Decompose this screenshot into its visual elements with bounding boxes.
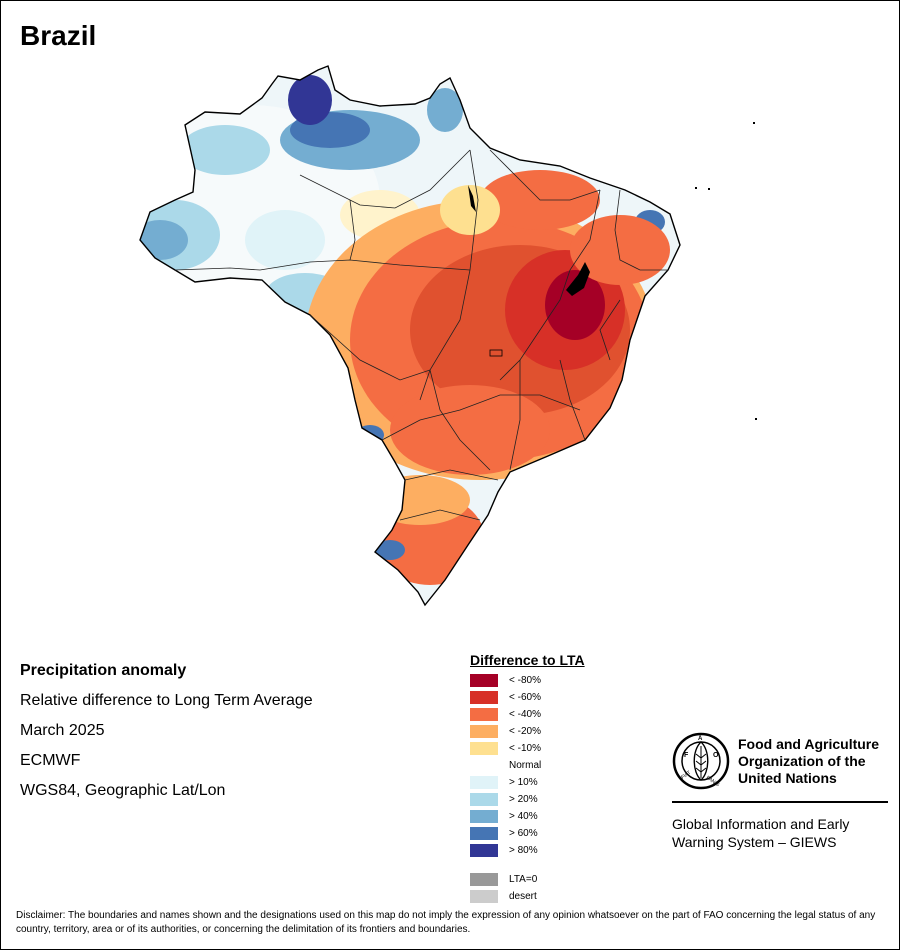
legend-item: > 40%	[470, 808, 585, 825]
legend-label: Normal	[509, 760, 542, 771]
legend-swatch	[470, 827, 498, 840]
legend-swatch	[470, 725, 498, 738]
legend-swatch	[470, 890, 498, 903]
legend-label: < -20%	[509, 726, 541, 737]
legend-swatch	[470, 873, 498, 886]
legend-label: > 20%	[509, 794, 538, 805]
giews-name: Global Information and Early Warning Sys…	[672, 815, 888, 851]
legend-item: < -20%	[470, 723, 585, 740]
fao-name-line2: Organization of the	[738, 753, 866, 769]
legend-label: < -40%	[509, 709, 541, 720]
fao-organization-name: Food and Agriculture Organization of the…	[738, 736, 888, 787]
info-projection: WGS84, Geographic Lat/Lon	[20, 782, 226, 799]
legend-label: desert	[509, 891, 537, 902]
info-period: March 2025	[20, 722, 105, 739]
fao-name-line1: Food and Agriculture	[738, 736, 880, 752]
svg-text:F: F	[684, 752, 689, 759]
legend-swatch	[470, 742, 498, 755]
fao-divider	[672, 801, 888, 803]
info-description: Relative difference to Long Term Average	[20, 692, 313, 709]
info-source: ECMWF	[20, 752, 81, 769]
svg-text:A: A	[698, 736, 703, 742]
disclaimer: Disclaimer: The boundaries and names sho…	[16, 910, 876, 935]
fao-name-line3: United Nations	[738, 770, 837, 786]
legend-item: > 80%	[470, 842, 585, 859]
giews-line2: Warning System – GIEWS	[672, 834, 837, 850]
fao-logo: F O A FIAT PANIS	[672, 732, 730, 790]
legend-label: < -10%	[509, 743, 541, 754]
legend-swatch	[470, 793, 498, 806]
legend-label: < -80%	[509, 675, 541, 686]
legend-swatch	[470, 776, 498, 789]
legend-swatch	[470, 691, 498, 704]
legend-swatch	[470, 708, 498, 721]
legend-label: < -60%	[509, 692, 541, 703]
map-info: Precipitation anomaly Relative differenc…	[20, 656, 313, 806]
legend-label: > 80%	[509, 845, 538, 856]
map-title: Brazil	[20, 20, 97, 51]
legend-item: < -80%	[470, 672, 585, 689]
legend-label: LTA=0	[509, 874, 538, 885]
legend-item: > 60%	[470, 825, 585, 842]
legend-item: < -40%	[470, 706, 585, 723]
legend-item: > 10%	[470, 774, 585, 791]
legend-swatch	[470, 844, 498, 857]
legend-label: > 40%	[509, 811, 538, 822]
legend-item: < -60%	[470, 689, 585, 706]
legend: Difference to LTA < -80% < -60% < -40% < -2…	[470, 652, 585, 905]
svg-text:FIAT: FIAT	[680, 770, 692, 781]
legend-item: Normal	[470, 757, 585, 774]
legend-item: > 20%	[470, 791, 585, 808]
legend-swatch	[470, 674, 498, 687]
legend-item: desert	[470, 888, 585, 905]
legend-item: < -10%	[470, 740, 585, 757]
precipitation-map	[139, 65, 757, 606]
svg-text:O: O	[713, 752, 719, 759]
info-variable: Precipitation anomaly	[20, 662, 187, 679]
legend-item: LTA=0	[470, 871, 585, 888]
legend-label: > 60%	[509, 828, 538, 839]
legend-title: Difference to LTA	[470, 652, 585, 668]
legend-swatch	[470, 810, 498, 823]
legend-label: > 10%	[509, 777, 538, 788]
giews-line1: Global Information and Early	[672, 816, 850, 832]
